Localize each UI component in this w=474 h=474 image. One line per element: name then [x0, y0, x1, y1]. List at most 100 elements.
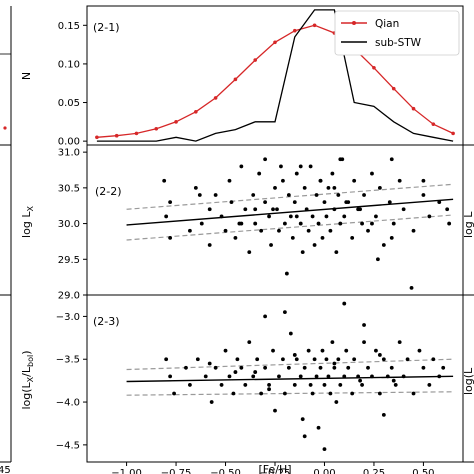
panel-2-2-point	[233, 235, 238, 240]
panel-2-2-point	[257, 171, 262, 176]
panel-2-3-point	[320, 348, 325, 353]
panel-2-2-point	[273, 185, 277, 190]
panel-2-2-point	[421, 178, 426, 183]
panel-2-3-point	[306, 348, 311, 353]
panel-2-3-point	[302, 365, 307, 370]
panel-2-2-point	[168, 200, 173, 205]
panel-2-2-point	[284, 271, 289, 276]
panel-2-2-confidence-bound	[126, 214, 454, 241]
panel-2-3-point	[288, 331, 293, 336]
panel-2-3-point	[342, 301, 347, 306]
panel-2-3-point	[195, 357, 200, 362]
right-partial-ylabel-2: log L	[462, 211, 474, 238]
panel-2-2-point	[332, 185, 337, 190]
panel-2-2-point	[193, 185, 198, 190]
panel-2-2-ytick-label: 29.5	[58, 255, 80, 266]
panel-2-3-point	[239, 365, 244, 370]
panel-2-2-point	[437, 200, 442, 205]
panel-2-3-point	[431, 357, 436, 362]
panel-2-2-point	[310, 214, 315, 219]
left-partial-tick: 45	[0, 465, 11, 474]
panel-2-2-point	[326, 185, 331, 190]
panel-2-2-point	[314, 193, 319, 197]
panel-2-3-point	[292, 353, 297, 357]
panel-2-2-point	[269, 243, 273, 247]
panel-2-2-point	[288, 214, 293, 219]
panel-2-2-point	[243, 207, 248, 212]
panel-2-1-y-axis: 0.00 0.05 0.10 0.15	[58, 21, 87, 148]
panel-2-3-point	[346, 365, 351, 370]
panel-2-2-frame	[86, 144, 464, 296]
panel-2-2-point	[427, 214, 432, 219]
panel-2-3-point	[417, 348, 422, 353]
panel-2-1-ytick-label: 0.15	[58, 21, 80, 32]
x-axis: −1.00 −0.75 −0.50 −0.25 0.00 0.25 0.50	[111, 462, 435, 474]
x-tick-label: 0.25	[363, 468, 385, 474]
panel-2-2-point	[342, 214, 347, 219]
panel-2-3-point	[251, 374, 256, 379]
panel-2-3-point	[223, 348, 228, 353]
panel-2-3-point	[263, 314, 268, 319]
panel-2-2-point	[445, 207, 450, 212]
panel-2-3-ytick-label: −3.0	[56, 312, 80, 323]
panel-2-3-point	[213, 365, 218, 370]
panel-2-2-point	[294, 171, 299, 176]
panel-2-3-point	[358, 378, 362, 383]
series-sub-stw-line	[96, 9, 454, 142]
panel-2-2-point	[366, 228, 370, 233]
panel-2-2-point	[229, 200, 234, 205]
panel-2-2-point	[207, 207, 212, 212]
panel-2-2-point	[300, 250, 305, 255]
panel-2-2-point	[370, 221, 374, 226]
panel-2-3-point	[377, 353, 382, 357]
panel-2-2-point	[271, 207, 275, 212]
x-tick-label: 0.00	[313, 468, 335, 474]
panel-2-2-point	[227, 178, 232, 183]
panel-2-2-point	[298, 221, 303, 226]
panel-2-3-ylabel-end: )	[20, 350, 33, 354]
panel-2-2-point	[447, 221, 452, 226]
panel-2-2-point	[338, 221, 343, 226]
panel-2-2-point	[197, 193, 202, 197]
series-qian-point	[114, 133, 119, 138]
panel-2-2-point	[401, 207, 406, 212]
panel-2-2-point	[374, 214, 378, 219]
series-qian-point	[194, 109, 198, 114]
panel-2-2-point	[330, 171, 335, 176]
panel-2-2-point	[308, 164, 313, 169]
legend: Qian sub-STW	[334, 10, 460, 56]
panel-2-3-point	[277, 374, 281, 379]
panel-2-3-point	[286, 365, 291, 370]
panel-2-2-point	[318, 178, 323, 183]
legend-qian-marker	[352, 21, 356, 25]
series-qian-point	[253, 58, 258, 62]
panel-2-3-point	[334, 400, 339, 404]
series-qian-point	[411, 106, 416, 111]
panel-2-2-point	[304, 207, 309, 212]
panel-2-3-point	[360, 383, 364, 387]
panel-2-3-point	[209, 400, 214, 404]
panel-2-2-point	[281, 178, 285, 183]
panel-2-3-point	[427, 383, 432, 387]
panel-2-2-point	[275, 207, 279, 212]
panel-2-2-point	[286, 193, 291, 197]
panel-2-2-point	[328, 228, 333, 233]
panel-2-3-point	[342, 374, 347, 379]
panel-2-3-point	[233, 370, 238, 374]
panel-2-3-ylabel-main: log(L	[20, 381, 33, 409]
panel-2-3-point	[336, 357, 341, 362]
panel-2-3-point	[282, 391, 287, 396]
x-axis-label: [Fe/H]	[258, 463, 291, 474]
panel-2-2-point	[263, 157, 268, 162]
panel-2-3-point	[308, 383, 313, 387]
panel-2-3-point	[328, 391, 333, 396]
panel-2-3-point	[271, 348, 275, 353]
panel-2-2-point	[350, 235, 355, 240]
x-tick-label: −0.25	[260, 468, 291, 474]
panel-2-3-point	[310, 391, 315, 396]
legend-box	[334, 10, 460, 56]
panel-2-3-point	[401, 374, 406, 379]
panel-2-2-point	[162, 178, 167, 183]
panel-2-3-plot	[126, 301, 454, 452]
